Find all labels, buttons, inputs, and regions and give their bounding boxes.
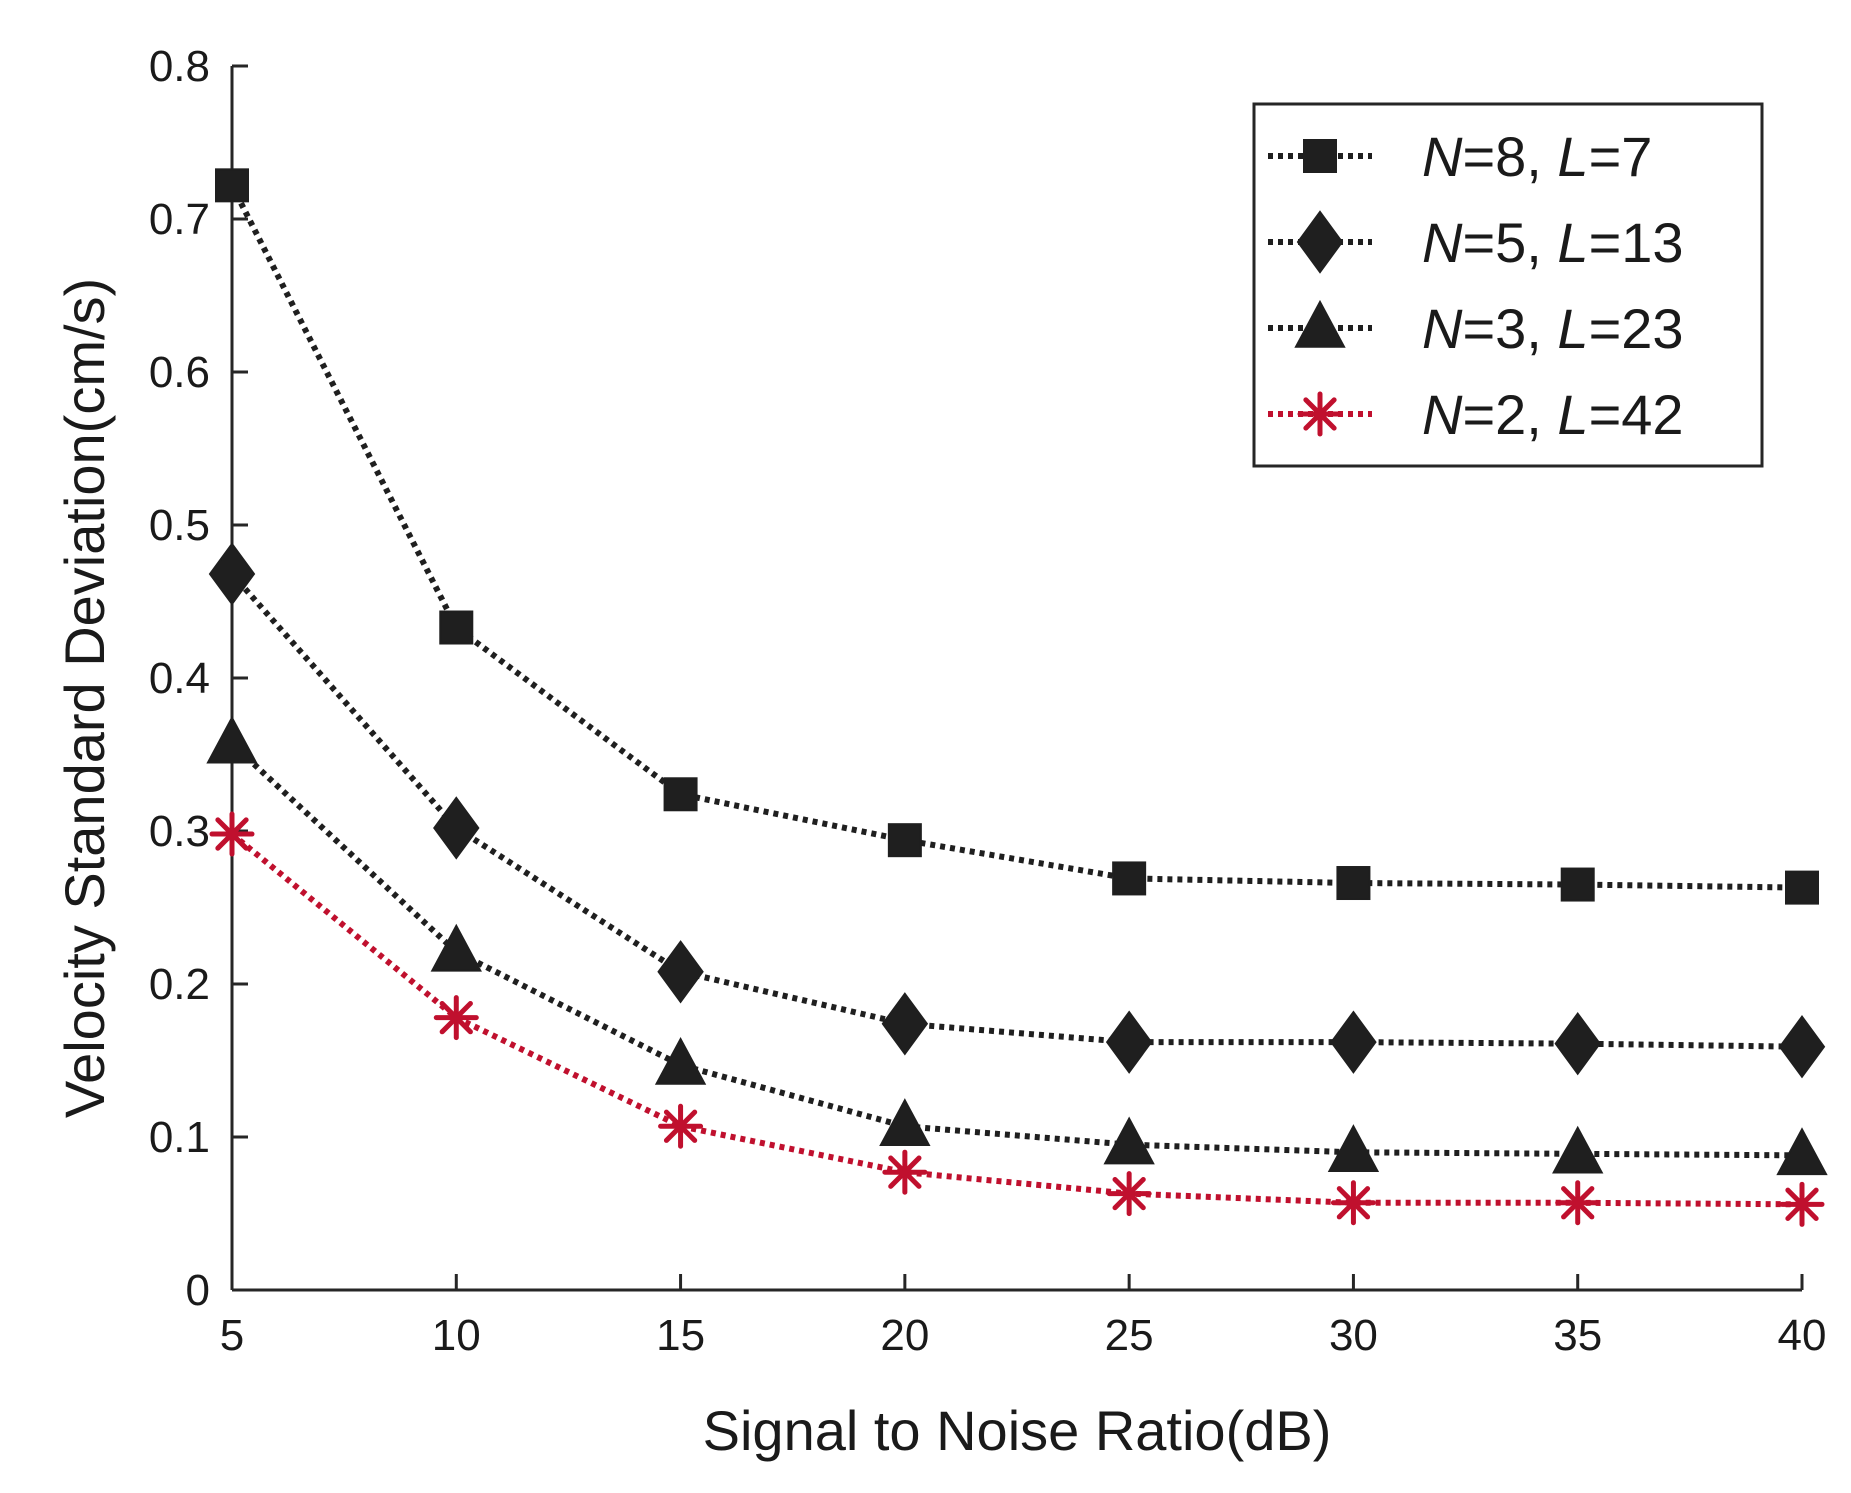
series-1-marker xyxy=(439,610,474,645)
x-tick-label: 40 xyxy=(1778,1311,1827,1360)
series-3-marker xyxy=(654,1036,707,1085)
series-1-marker xyxy=(1560,867,1595,902)
series-2-marker xyxy=(657,940,704,1004)
legend-label-2: N=5, L=13 xyxy=(1422,211,1684,274)
x-tick-label: 5 xyxy=(220,1311,244,1360)
series-1-marker xyxy=(215,168,249,203)
y-tick-label: 0 xyxy=(186,1266,210,1315)
y-tick-label: 0.3 xyxy=(149,807,210,856)
series-3-marker xyxy=(206,715,258,764)
series-line-4 xyxy=(230,831,1803,1208)
x-axis-title: Signal to Noise Ratio(dB) xyxy=(703,1399,1332,1462)
series-4-marker xyxy=(209,811,255,857)
x-tick-label: 20 xyxy=(880,1311,929,1360)
legend-marker-1 xyxy=(1303,139,1337,173)
series-1-marker xyxy=(1112,861,1147,896)
legend-marker-3 xyxy=(1294,299,1346,348)
series-4-marker xyxy=(882,1149,928,1195)
series-4-marker xyxy=(1555,1180,1601,1226)
legend: N=8, L=7 N=5, L=13 N=3, L=23 N=2, L=42 xyxy=(1252,102,1764,468)
series-2-marker xyxy=(1330,1010,1377,1074)
series-3-marker xyxy=(1103,1116,1155,1165)
x-tick-label: 30 xyxy=(1329,1311,1378,1360)
y-tick-label: 0.1 xyxy=(149,1113,210,1162)
x-tick-label: 25 xyxy=(1105,1311,1154,1360)
series-4-marker xyxy=(433,995,479,1041)
y-tick-label: 0.8 xyxy=(149,42,210,91)
x-tick-label: 15 xyxy=(656,1311,705,1360)
series-3-marker xyxy=(1776,1127,1828,1176)
series-1-marker xyxy=(1785,870,1819,905)
series-2-marker xyxy=(1105,1010,1153,1074)
series-4-marker xyxy=(1779,1181,1825,1227)
series-2-marker xyxy=(1778,1015,1826,1079)
y-tick-label: 0.4 xyxy=(149,654,210,703)
legend-box xyxy=(1252,102,1764,468)
series-2-marker xyxy=(433,796,480,860)
series-line-2 xyxy=(229,571,1803,1050)
series-3-marker xyxy=(1552,1125,1604,1174)
legend-marker-4 xyxy=(1297,391,1343,437)
series-line-3 xyxy=(229,741,1803,1159)
series-1-marker xyxy=(663,777,698,812)
ticks: 5 10 15 20 25 30 35 40 0 0.1 0.2 0.3 0.4 0.5 0.6 0.7 0.8 xyxy=(149,42,1827,1360)
legend-marker-2 xyxy=(1296,210,1344,274)
series-2-marker xyxy=(1554,1011,1601,1076)
series-4-marker xyxy=(1106,1171,1152,1217)
series-4-marker xyxy=(1330,1180,1376,1226)
x-tick-label: 35 xyxy=(1553,1311,1602,1360)
series-4-marker xyxy=(658,1103,704,1149)
y-axis-title: Velocity Standard Deviation(cm/s) xyxy=(53,278,116,1118)
series-markers xyxy=(206,168,1828,1227)
x-tick-label: 10 xyxy=(432,1311,481,1360)
series-line-1 xyxy=(229,183,1803,891)
y-tick-label: 0.2 xyxy=(149,960,210,1009)
y-tick-label: 0.7 xyxy=(149,195,210,244)
series-lines xyxy=(229,183,1803,1208)
series-1-marker xyxy=(887,823,922,858)
legend-label-4: N=2, L=42 xyxy=(1422,383,1684,446)
y-tick-label: 0.5 xyxy=(149,501,210,550)
series-3-marker xyxy=(879,1098,931,1147)
series-2-marker xyxy=(881,992,929,1056)
y-tick-label: 0.6 xyxy=(149,348,210,397)
series-3-marker xyxy=(1327,1124,1380,1173)
legend-label-1: N=8, L=7 xyxy=(1422,125,1652,188)
series-2-marker xyxy=(208,542,256,606)
series-3-marker xyxy=(430,923,482,972)
series-1-marker xyxy=(1336,866,1371,901)
legend-label-3: N=3, L=23 xyxy=(1422,297,1684,360)
